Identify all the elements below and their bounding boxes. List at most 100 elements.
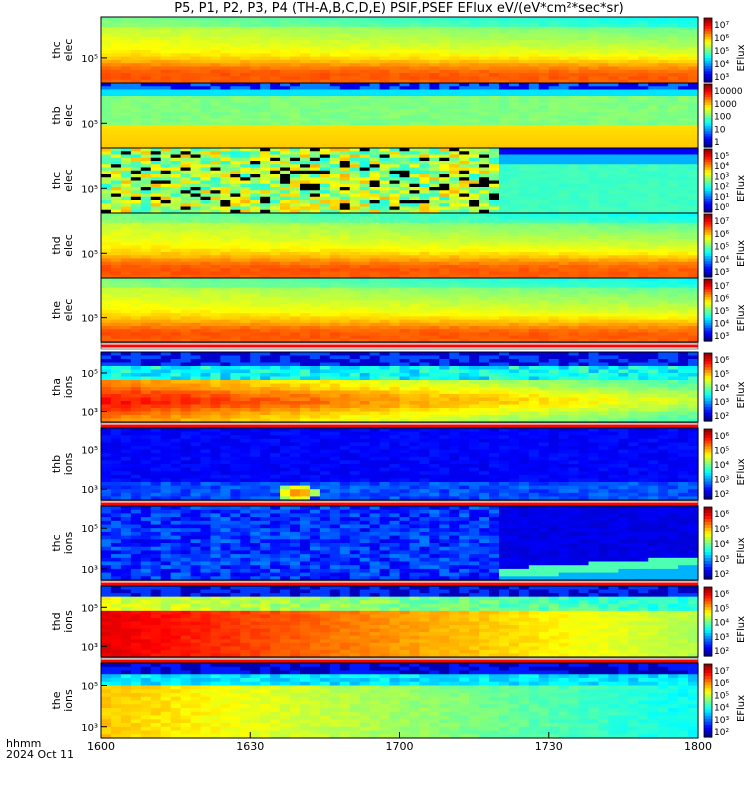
colorbar-segment — [704, 185, 712, 189]
colorbar-segment — [704, 335, 712, 340]
ytick-label: 10⁵ — [81, 184, 98, 195]
chart-title: P5, P1, P2, P3, P4 (TH-A,B,C,D,E) PSIF,P… — [174, 1, 624, 16]
colorbar-segment — [704, 183, 712, 187]
colorbar-segment — [704, 367, 712, 371]
colorbar-segment — [704, 543, 712, 547]
colorbar-segment — [704, 86, 712, 90]
colorbar-tick-label: 10⁷ — [714, 217, 729, 227]
colorbar-title: EFlux — [736, 381, 747, 408]
colorbar-segment — [704, 510, 712, 514]
colorbar-segment — [704, 589, 712, 594]
colorbar-tick-label: 10³ — [714, 476, 729, 486]
colorbar-title: EFlux — [736, 695, 747, 722]
panel-ylabel: thcelec — [50, 169, 75, 192]
colorbar-segment — [704, 384, 712, 388]
colorbar-tick-label: 10⁴ — [714, 461, 729, 471]
colorbar-tick-label: 10⁵ — [714, 370, 729, 380]
colorbar-segment — [704, 534, 712, 538]
date-label: 2024 Oct 11 — [6, 748, 75, 761]
colorbar-segment — [704, 144, 712, 148]
colorbar-segment — [704, 481, 712, 486]
ytick-label: 10³ — [81, 485, 98, 496]
colorbar-tick-label: 10² — [714, 647, 729, 657]
colorbar-segment — [704, 133, 712, 138]
colorbar-segment — [704, 464, 712, 468]
colorbar-title: EFlux — [736, 44, 747, 71]
ytick-label: 10⁵ — [81, 54, 98, 65]
colorbar-segment — [704, 461, 712, 465]
colorbar-segment — [704, 490, 712, 494]
colorbar-segment — [704, 60, 712, 64]
colorbar-segment — [704, 240, 712, 244]
colorbar-frame — [703, 213, 713, 278]
colorbar-segment — [704, 721, 712, 726]
colorbar-tick-label: 10⁰ — [714, 203, 729, 213]
colorbar-title: EFlux — [736, 616, 747, 643]
colorbar-segment — [704, 685, 712, 689]
colorbar-segment — [704, 507, 712, 511]
colorbar-segment — [704, 633, 712, 637]
colorbar-segment — [704, 139, 712, 143]
colorbar-tick-label: 10⁷ — [714, 21, 729, 31]
colorbar-segment — [704, 607, 712, 611]
colorbar-segment — [704, 279, 712, 283]
colorbar-tick-label: 100 — [714, 113, 731, 123]
panel-ylabel: thdions — [50, 610, 75, 633]
panel-frame — [100, 505, 699, 581]
colorbar-segment — [704, 333, 712, 337]
colorbar-tick-label: 10⁵ — [714, 691, 729, 701]
colorbar-segment — [704, 274, 712, 278]
colorbar-segment — [704, 154, 712, 158]
colorbar-segment — [704, 392, 712, 397]
panel-ylabel: theelec — [50, 299, 75, 322]
colorbar-tick-label: 10⁷ — [714, 667, 729, 677]
colorbar-title: EFlux — [736, 175, 747, 202]
colorbar-tick-label: 10⁵ — [714, 604, 729, 614]
colorbar-segment — [704, 266, 712, 270]
colorbar-segment — [704, 519, 712, 523]
colorbar-segment — [704, 291, 712, 296]
colorbar-segment — [704, 549, 712, 553]
colorbar-segment — [704, 592, 712, 597]
colorbar-segment — [704, 676, 712, 680]
colorbar-segment — [704, 361, 712, 365]
colorbar-segment — [704, 730, 712, 735]
colorbar-segment — [704, 567, 712, 571]
colorbar-tick-label: 10³ — [714, 332, 729, 342]
colorbar-segment — [704, 355, 712, 360]
colorbar-segment — [704, 76, 712, 80]
colorbar-segment — [704, 415, 712, 419]
colorbar-segment — [704, 358, 712, 363]
colorbar-segment — [704, 180, 712, 184]
panel-ylabel: thdelec — [50, 234, 75, 257]
colorbar-segment — [704, 256, 712, 260]
colorbar-segment — [704, 650, 712, 654]
colorbar-segment — [704, 198, 712, 203]
ytick-label: 10⁵ — [81, 682, 98, 693]
colorbar-segment — [704, 302, 712, 306]
colorbar-segment — [704, 595, 712, 600]
panel-frame — [100, 351, 699, 423]
colorbar-segment — [704, 641, 712, 646]
panel-ylabel: thbions — [50, 452, 75, 475]
colorbar-segment — [704, 475, 712, 480]
colorbar-segment — [704, 221, 712, 226]
colorbar-segment — [704, 624, 712, 628]
colorbar-tick-label: 10⁴ — [714, 384, 729, 394]
colorbar-segment — [704, 338, 712, 342]
colorbar-segment — [704, 638, 712, 643]
ytick-label: 10⁵ — [81, 369, 98, 380]
colorbar-tick-label: 10⁶ — [714, 34, 729, 44]
colorbar-segment — [704, 570, 712, 574]
colorbar-segment — [704, 52, 712, 56]
colorbar-segment — [704, 284, 712, 288]
colorbar-segment — [704, 621, 712, 625]
colorbar-segment — [704, 378, 712, 382]
colorbar-segment — [704, 31, 712, 35]
colorbar-segment — [704, 320, 712, 324]
colorbar-segment — [704, 253, 712, 257]
colorbar-tick-label: 10⁶ — [714, 356, 729, 366]
panel-ylabel: thaions — [50, 375, 75, 398]
colorbar-segment — [704, 576, 712, 580]
ytick-label: 10³ — [81, 642, 98, 653]
